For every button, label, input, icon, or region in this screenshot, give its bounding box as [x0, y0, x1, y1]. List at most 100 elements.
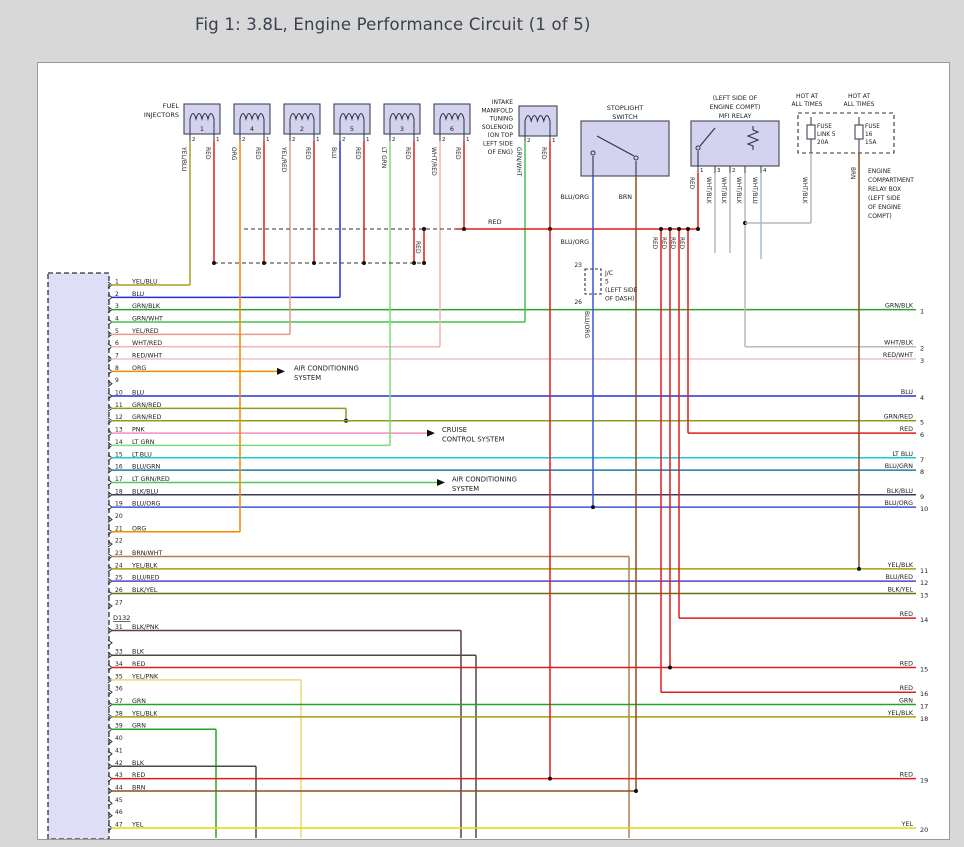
edge-pin-number: 11 [920, 567, 928, 575]
switch-contact [590, 150, 596, 156]
pin-number: 8 [115, 365, 119, 372]
wire-color-label: RED [488, 218, 502, 226]
wire-color-label: YEL/BLU [131, 279, 158, 286]
pin-chevron [107, 688, 113, 696]
pin-chevron [107, 750, 113, 758]
wire-color-label: RED [540, 147, 547, 160]
injector-number: 3 [400, 125, 404, 133]
pin-number: 1 [316, 137, 320, 143]
edge-pin-number: 7 [920, 456, 924, 464]
pin-number: 1 [700, 168, 704, 174]
wire-color-label: YEL/BLK [131, 562, 158, 569]
pin-chevron [107, 540, 113, 548]
junction-dot [262, 261, 266, 265]
pin-number: 39 [115, 723, 123, 730]
junction-dot [591, 505, 595, 510]
junction-dot [312, 261, 316, 265]
pin-number: 22 [115, 538, 123, 545]
wire-color-label: YEL/BLK [887, 562, 914, 569]
pin-number: 43 [115, 772, 123, 779]
component-label: MANIFOLD [481, 107, 513, 114]
arrow-head [437, 478, 445, 486]
switch-box [580, 120, 670, 177]
pin-number: 4 [763, 168, 767, 174]
wire-color-label: BLK/BLU [132, 488, 159, 495]
pin-number: 19 [115, 501, 123, 508]
edge-pin-number: 4 [920, 394, 924, 402]
pin-number: 21 [115, 525, 123, 532]
wire-color-label: GRN/BLK [885, 303, 914, 310]
hot-at-all-times-label: HOT AT [796, 93, 818, 100]
wire-color-label: RED [132, 772, 145, 779]
injector-number: 2 [300, 125, 304, 133]
wire-color-label: RED [454, 147, 461, 160]
wire-color-label: RED [900, 611, 913, 618]
coil-symbol [339, 112, 365, 122]
edge-pin-number: 13 [920, 592, 928, 600]
pin-number: 1 [366, 137, 370, 143]
wire-color-label: WHT/BLK [801, 177, 807, 204]
pin-number: 2 [192, 137, 196, 143]
wire-color-label: RED [660, 237, 666, 250]
component-label: INJECTORS [144, 111, 179, 119]
connector-body [47, 272, 110, 839]
system-annotation: SYSTEM [452, 485, 479, 493]
pin-chevron [107, 738, 113, 745]
fuse-label: LINK 5 [817, 132, 836, 138]
pin-number: 1 [552, 138, 556, 144]
wire-color-label: BRN [619, 194, 633, 201]
wire-color-label: BLU [132, 390, 145, 397]
edge-pin-number: 3 [920, 357, 924, 365]
pin-number: 1 [216, 137, 220, 143]
figure-title: Fig 1: 3.8L, Engine Performance Circuit … [195, 14, 591, 34]
pin-number: 26 [115, 587, 123, 594]
pin-number: 26 [574, 299, 582, 306]
wire-color-label: BLU/GRN [132, 464, 160, 471]
edge-pin-number: 2 [920, 345, 924, 353]
coil-symbol [289, 112, 315, 122]
junction-dot [857, 566, 861, 571]
wire-color-label: WHT/BLK [705, 177, 711, 204]
pin-number: 10 [115, 390, 123, 397]
junction-dot [659, 227, 663, 231]
pin-number: 46 [115, 809, 123, 816]
annotations: AIR CONDITIONING SYSTEM CRUISE CONTROL SYST… [294, 364, 517, 493]
component-label: TUNING [489, 116, 514, 123]
wire-color-label: YEL/BLU [180, 146, 187, 171]
pin-number: 45 [115, 797, 123, 804]
component-label: SOLENOID [482, 124, 514, 131]
edge-pin-number: 12 [920, 579, 928, 587]
wire-color-label: RED [900, 661, 913, 668]
pin-number: 23 [115, 550, 123, 557]
wire-color-label: GRN/RED [132, 414, 161, 421]
fuse-label: 20A [817, 140, 828, 146]
wire-color-label: BLK/YEL [132, 587, 158, 594]
junction-dot [422, 227, 426, 231]
title-bar: Fig 1: 3.8L, Engine Performance Circuit … [0, 0, 964, 48]
fuse-label: 16 [865, 132, 873, 138]
wire-color-label: WHT/BLK [884, 340, 914, 347]
pin-number: 9 [115, 377, 119, 384]
pin-number: 17 [115, 476, 123, 483]
pin-number: 31 [115, 624, 123, 631]
relay-blade [699, 127, 716, 147]
wire-color-label: YEL/RED [131, 328, 159, 335]
wire-color-label: GRN/WHT [132, 316, 163, 323]
pin-number: 2 [292, 137, 296, 143]
pin-number: 41 [115, 747, 123, 754]
wire-color-label: BLU [132, 291, 145, 298]
pin-number: 4 [115, 316, 119, 323]
pin-number: 20 [115, 513, 123, 520]
edge-pin-number: 5 [920, 419, 924, 427]
wire-color-label: BLK [132, 649, 145, 656]
pin-number: 40 [115, 735, 123, 742]
wire-color-label: GRN [132, 698, 146, 705]
pin-chevron [107, 516, 113, 523]
pin-number: 25 [115, 575, 123, 582]
wire-color-label: WHT/BLK [735, 177, 741, 204]
edge-pin-number: 15 [920, 666, 928, 674]
component-label: (LEFT SIDE [868, 195, 901, 202]
system-annotation: SYSTEM [294, 374, 321, 382]
